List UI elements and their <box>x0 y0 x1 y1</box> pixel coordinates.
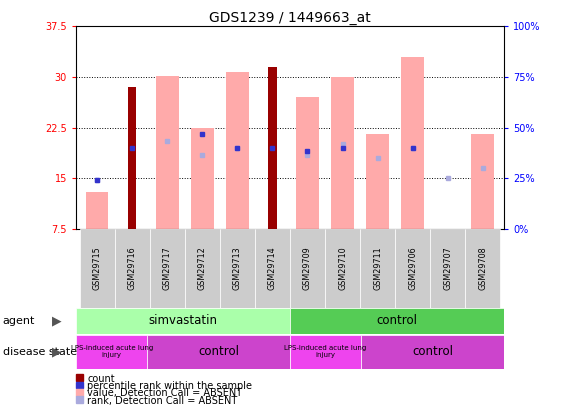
Text: GSM29717: GSM29717 <box>163 246 172 290</box>
Text: disease state: disease state <box>3 347 77 357</box>
Text: GSM29711: GSM29711 <box>373 247 382 290</box>
Bar <box>86 192 109 229</box>
Text: GSM29708: GSM29708 <box>479 247 488 290</box>
Bar <box>191 128 214 229</box>
Bar <box>156 76 178 229</box>
Bar <box>360 229 395 308</box>
Bar <box>401 57 424 229</box>
Bar <box>366 134 389 229</box>
Text: control: control <box>412 345 453 358</box>
Text: LPS-induced acute lung
injury: LPS-induced acute lung injury <box>70 345 153 358</box>
Text: count: count <box>87 374 115 384</box>
Bar <box>255 229 290 308</box>
Bar <box>296 97 319 229</box>
Title: GDS1239 / 1449663_at: GDS1239 / 1449663_at <box>209 11 371 25</box>
Text: ▶: ▶ <box>51 345 61 358</box>
Bar <box>331 77 354 229</box>
Bar <box>471 134 494 229</box>
Text: control: control <box>377 314 417 328</box>
Text: agent: agent <box>3 316 35 326</box>
Bar <box>290 308 504 334</box>
Bar <box>268 67 277 229</box>
Bar <box>325 229 360 308</box>
Text: GSM29709: GSM29709 <box>303 246 312 290</box>
Bar <box>430 229 465 308</box>
Text: GSM29716: GSM29716 <box>128 247 137 290</box>
Text: percentile rank within the sample: percentile rank within the sample <box>87 381 252 391</box>
Bar <box>465 229 501 308</box>
Text: GSM29710: GSM29710 <box>338 247 347 290</box>
Bar <box>150 229 185 308</box>
Bar <box>290 229 325 308</box>
Text: GSM29707: GSM29707 <box>443 246 452 290</box>
Text: GSM29713: GSM29713 <box>233 247 242 290</box>
Text: ▶: ▶ <box>51 314 61 328</box>
Text: LPS-induced acute lung
injury: LPS-induced acute lung injury <box>284 345 367 358</box>
Text: rank, Detection Call = ABSENT: rank, Detection Call = ABSENT <box>87 396 238 405</box>
Bar <box>76 308 290 334</box>
Bar <box>79 229 115 308</box>
Bar <box>148 335 290 369</box>
Text: value, Detection Call = ABSENT: value, Detection Call = ABSENT <box>87 388 243 398</box>
Bar <box>395 229 430 308</box>
Text: GSM29715: GSM29715 <box>92 246 101 290</box>
Bar <box>290 335 361 369</box>
Bar <box>226 72 249 229</box>
Bar <box>185 229 220 308</box>
Bar <box>128 87 136 229</box>
Text: control: control <box>198 345 239 358</box>
Text: GSM29714: GSM29714 <box>268 247 277 290</box>
Bar <box>115 229 150 308</box>
Text: GSM29706: GSM29706 <box>408 247 417 290</box>
Bar <box>76 335 148 369</box>
Text: simvastatin: simvastatin <box>149 314 217 328</box>
Bar <box>220 229 255 308</box>
Bar <box>361 335 504 369</box>
Text: GSM29712: GSM29712 <box>198 246 207 290</box>
